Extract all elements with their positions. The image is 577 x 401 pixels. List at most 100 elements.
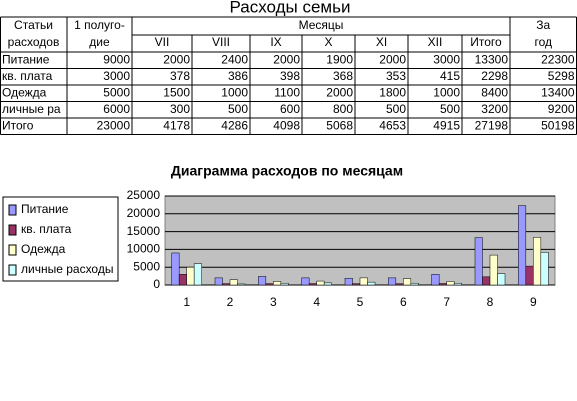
bar xyxy=(265,283,274,286)
bar xyxy=(301,277,310,286)
bar xyxy=(323,282,332,286)
bar xyxy=(438,283,447,286)
cell: 353 xyxy=(386,69,406,83)
month-header: IX xyxy=(270,35,281,49)
cell: 13400 xyxy=(541,85,575,99)
month-header: X xyxy=(324,35,332,49)
bar xyxy=(482,276,491,286)
x-tick-label: 1 xyxy=(183,295,190,309)
bar xyxy=(533,237,542,286)
cell: 500 xyxy=(440,102,460,116)
cell: 5298 xyxy=(548,69,575,83)
cell: 8400 xyxy=(481,85,508,99)
bar xyxy=(453,282,462,286)
cell: 3000 xyxy=(103,69,130,83)
bar xyxy=(403,278,412,286)
table-title: Расходы семьи xyxy=(230,0,351,16)
cell: 368 xyxy=(333,69,353,83)
y-tick-label: 20000 xyxy=(127,206,161,220)
legend-label: Одежда xyxy=(21,242,66,256)
cell: 2000 xyxy=(379,52,406,66)
cell: 9200 xyxy=(548,102,575,116)
cell: 800 xyxy=(333,102,353,116)
row-label: личные ра xyxy=(2,102,61,116)
bar xyxy=(410,282,419,286)
cell: 300 xyxy=(170,102,190,116)
x-tick-label: 7 xyxy=(443,295,450,309)
row-label: Питание xyxy=(2,52,50,66)
bar xyxy=(388,277,397,286)
bar xyxy=(497,273,506,286)
bar xyxy=(431,274,440,286)
column-header: расходов xyxy=(8,35,60,49)
cell: 600 xyxy=(280,102,300,116)
row-label: Итого xyxy=(2,118,34,132)
x-tick-label: 4 xyxy=(313,295,320,309)
legend-label: личные расходы xyxy=(21,262,113,276)
bar xyxy=(540,251,549,286)
cell: 27198 xyxy=(475,118,509,132)
cell: 1000 xyxy=(433,85,460,99)
cell: 2000 xyxy=(163,52,190,66)
bar xyxy=(237,283,246,286)
cell: 5000 xyxy=(103,85,130,99)
bar xyxy=(489,254,498,286)
cell: 398 xyxy=(280,69,300,83)
cell: 1000 xyxy=(221,85,248,99)
x-tick-label: 8 xyxy=(487,295,494,309)
y-tick-label: 0 xyxy=(153,277,160,291)
cell: 386 xyxy=(228,69,248,83)
legend-swatch xyxy=(8,224,17,236)
cell: 1500 xyxy=(163,85,190,99)
cell: 2000 xyxy=(326,85,353,99)
bar xyxy=(229,279,238,286)
row-label: кв. плата xyxy=(2,69,53,83)
cell: 4098 xyxy=(273,118,300,132)
y-tick-label: 10000 xyxy=(127,242,161,256)
column-header: дие xyxy=(89,35,110,49)
cell: 1900 xyxy=(326,52,353,66)
bar xyxy=(280,282,289,286)
column-header: За xyxy=(536,18,550,32)
group-header: Месяцы xyxy=(299,18,344,32)
row-label: Одежда xyxy=(2,85,47,99)
bar xyxy=(308,283,317,286)
x-tick-label: 5 xyxy=(357,295,364,309)
cell: 4653 xyxy=(379,118,406,132)
x-tick-label: 2 xyxy=(227,295,234,309)
column-header: 1 полуго- xyxy=(74,18,125,32)
cell: 9000 xyxy=(103,52,130,66)
legend-swatch xyxy=(8,264,17,276)
bar xyxy=(352,283,361,286)
legend-box xyxy=(2,196,119,282)
cell: 1800 xyxy=(379,85,406,99)
legend-label: Питание xyxy=(21,202,69,216)
cell: 3200 xyxy=(481,102,508,116)
x-tick-label: 6 xyxy=(400,295,407,309)
cell: 3000 xyxy=(433,52,460,66)
month-header: Итого xyxy=(470,35,502,49)
cell: 378 xyxy=(170,69,190,83)
legend-label: кв. плата xyxy=(21,222,72,236)
y-tick-label: 15000 xyxy=(127,224,161,238)
cell: 2400 xyxy=(221,52,248,66)
cell: 50198 xyxy=(541,118,575,132)
bar xyxy=(193,263,202,286)
cell: 2298 xyxy=(481,69,508,83)
bar xyxy=(525,265,534,286)
cell: 4286 xyxy=(221,118,248,132)
legend-swatch xyxy=(8,204,17,216)
cell: 500 xyxy=(228,102,248,116)
cell: 500 xyxy=(386,102,406,116)
bar xyxy=(214,277,223,286)
bar xyxy=(178,274,187,286)
cell: 6000 xyxy=(103,102,130,116)
bar xyxy=(395,283,404,286)
cell: 13300 xyxy=(475,52,509,66)
bar xyxy=(316,280,325,286)
bar xyxy=(518,205,527,286)
month-header: VII xyxy=(155,35,170,49)
bar xyxy=(344,277,353,286)
month-header: XI xyxy=(376,35,387,49)
bar xyxy=(171,252,180,286)
